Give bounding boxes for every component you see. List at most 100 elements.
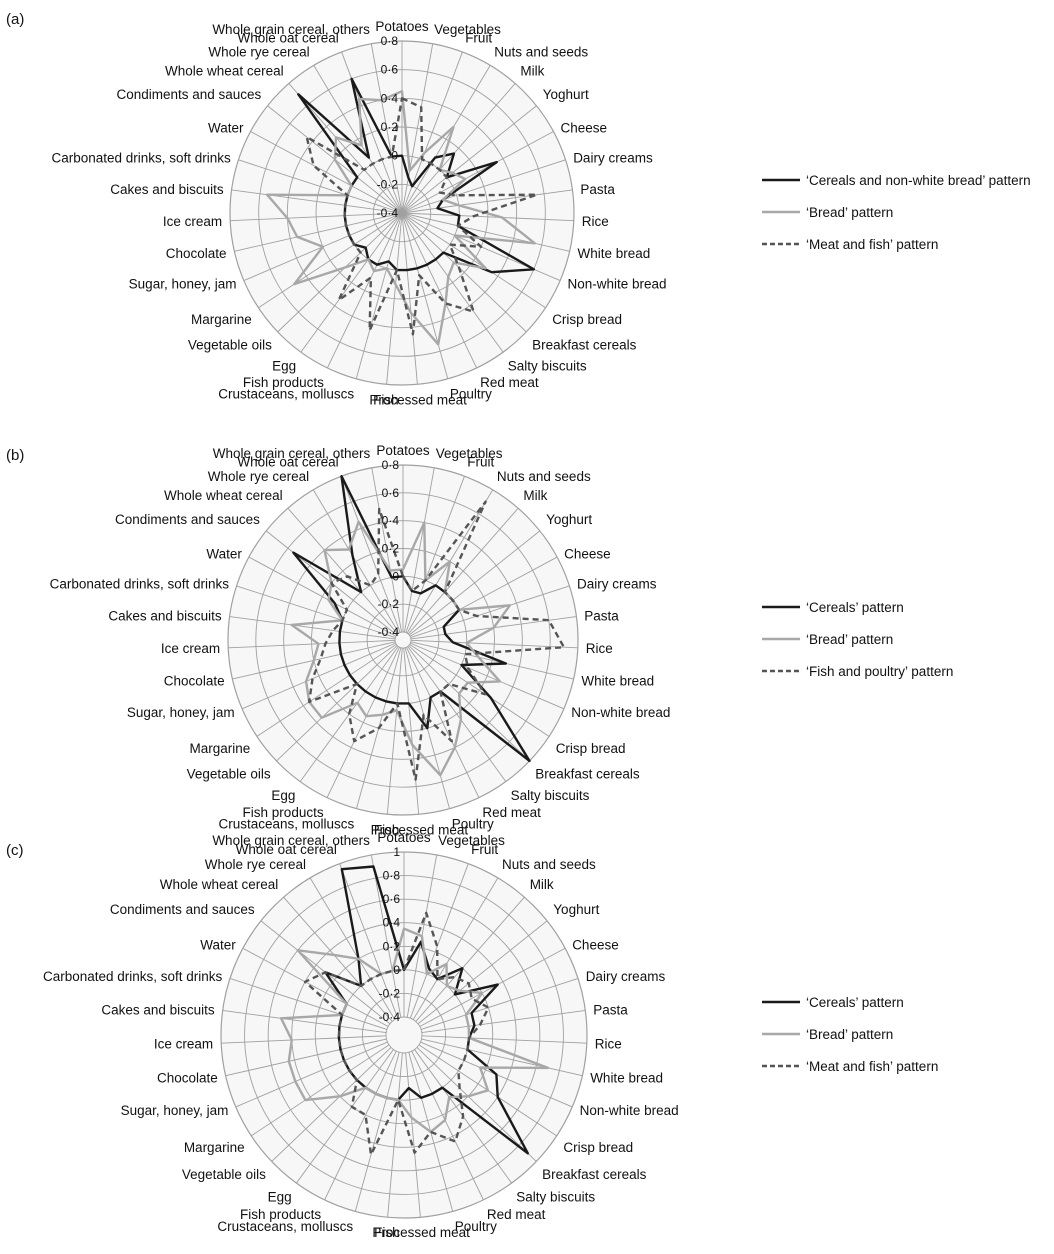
category-label: Vegetable oils bbox=[188, 337, 272, 352]
category-label: Vegetables bbox=[434, 22, 501, 37]
category-label: Sugar, honey, jam bbox=[127, 705, 235, 720]
category-label: Nuts and seeds bbox=[502, 857, 596, 872]
grid-spoke bbox=[258, 212, 403, 309]
category-label: Fish products bbox=[243, 805, 324, 820]
grid-spoke bbox=[407, 507, 519, 635]
grid-spoke bbox=[409, 556, 558, 637]
category-label: Whole rye cereal bbox=[205, 857, 306, 872]
grid-spoke bbox=[401, 83, 516, 214]
category-label: Non-white bread bbox=[571, 705, 670, 720]
category-label: Breakfast cereals bbox=[532, 337, 637, 352]
panel-label: (b) bbox=[6, 447, 24, 464]
category-label: Red meat bbox=[487, 1207, 546, 1222]
category-label: Water bbox=[206, 546, 242, 561]
grid-spoke bbox=[250, 131, 403, 214]
grid-spoke bbox=[401, 105, 537, 214]
tick-label: 1 bbox=[393, 845, 400, 859]
legend-label: ‘Bread’ pattern bbox=[806, 205, 893, 220]
category-label: Whole grain cereal, others bbox=[212, 22, 370, 37]
grid-spoke bbox=[405, 1052, 421, 1218]
grid-spoke bbox=[410, 641, 574, 680]
grid-spoke bbox=[228, 639, 396, 649]
grid-spoke bbox=[401, 212, 546, 309]
category-label: Salty biscuits bbox=[508, 359, 587, 374]
legend-label: ‘Meat and fish’ pattern bbox=[806, 1059, 938, 1074]
tick-label: -0·2 bbox=[377, 177, 399, 191]
grid-spoke bbox=[283, 896, 393, 1022]
category-label: Fruit bbox=[465, 31, 492, 46]
grid-spoke bbox=[405, 476, 465, 633]
grid-spoke bbox=[416, 1047, 537, 1162]
category-label: White bread bbox=[590, 1071, 663, 1086]
category-label: Fish bbox=[374, 822, 400, 837]
grid-spoke bbox=[401, 43, 434, 214]
legend: ‘Cereals’ pattern ‘Bread’ pattern ‘Fish an… bbox=[762, 600, 953, 679]
grid-spoke bbox=[403, 467, 435, 633]
category-label: Fish products bbox=[243, 375, 324, 390]
category-label: Ice cream bbox=[161, 641, 220, 656]
category-label: White bread bbox=[581, 674, 654, 689]
category-label: Egg bbox=[268, 1190, 292, 1205]
grid-spoke bbox=[309, 877, 396, 1020]
category-label: Crustaceans, molluscs bbox=[217, 1219, 353, 1234]
category-label: Vegetable oils bbox=[187, 767, 271, 782]
category-label: Cakes and biscuits bbox=[108, 608, 222, 623]
category-label: Fish bbox=[373, 392, 399, 407]
grid-spoke bbox=[401, 212, 504, 353]
legend-label: ‘Cereals’ pattern bbox=[806, 600, 904, 615]
category-label: Dairy creams bbox=[573, 150, 653, 165]
category-label: Crisp bread bbox=[563, 1140, 633, 1155]
category-label: Condiments and sauces bbox=[116, 87, 261, 102]
grid-spoke bbox=[248, 556, 397, 637]
grid-spoke bbox=[401, 212, 449, 379]
category-label: Cheese bbox=[572, 938, 619, 953]
category-label: Red meat bbox=[480, 375, 539, 390]
category-label: Whole wheat cereal bbox=[164, 488, 283, 503]
grid-spoke bbox=[401, 159, 566, 214]
category-label: Milk bbox=[530, 877, 554, 892]
grid-spoke bbox=[241, 642, 396, 710]
grid-spoke bbox=[341, 476, 401, 633]
category-label: Breakfast cereals bbox=[535, 767, 640, 782]
category-label: White bread bbox=[578, 246, 651, 261]
category-label: Ice cream bbox=[163, 214, 222, 229]
category-label: Whole rye cereal bbox=[208, 469, 309, 484]
grid-spoke bbox=[406, 647, 480, 798]
grid-spoke bbox=[370, 854, 402, 1018]
grid-spoke bbox=[407, 646, 507, 782]
grid-spoke bbox=[401, 131, 554, 214]
grid-spoke bbox=[387, 1052, 403, 1218]
category-label: Whole oat cereal bbox=[236, 842, 337, 857]
legend-label: ‘Cereals and non-white bread’ pattern bbox=[806, 173, 1031, 188]
legend-label: ‘Cereals’ pattern bbox=[806, 995, 904, 1010]
category-label: Whole wheat cereal bbox=[165, 63, 284, 78]
grid-spoke bbox=[296, 1049, 394, 1184]
grid-spoke bbox=[410, 585, 570, 638]
grid-spoke bbox=[401, 212, 478, 369]
grid-spoke bbox=[421, 1035, 587, 1044]
grid-spoke bbox=[421, 1009, 586, 1034]
category-label: Potatoes bbox=[377, 830, 431, 845]
grid-spoke bbox=[408, 530, 541, 636]
category-label: Salty biscuits bbox=[516, 1190, 595, 1205]
category-label: Fish bbox=[374, 1225, 400, 1240]
category-label: Pasta bbox=[584, 608, 619, 623]
legend: ‘Cereals’ pattern ‘Bread’ pattern ‘Meat an… bbox=[762, 995, 938, 1074]
grid-spoke bbox=[288, 83, 403, 214]
grid-spoke bbox=[326, 212, 403, 369]
panel-label: (a) bbox=[6, 11, 24, 28]
category-label: Non-white bread bbox=[568, 277, 667, 292]
category-label: Sugar, honey, jam bbox=[129, 277, 237, 292]
grid-spoke bbox=[222, 1009, 387, 1034]
category-label: Breakfast cereals bbox=[542, 1167, 647, 1182]
category-label: Crisp bread bbox=[556, 741, 626, 756]
grid-spoke bbox=[386, 212, 403, 385]
tick-label: -0·2 bbox=[378, 597, 400, 611]
grid-spoke bbox=[401, 189, 573, 214]
category-label: Margarine bbox=[191, 312, 252, 327]
grid-spoke bbox=[339, 863, 399, 1019]
grid-spoke bbox=[229, 616, 396, 640]
category-label: Condiments and sauces bbox=[115, 512, 260, 527]
